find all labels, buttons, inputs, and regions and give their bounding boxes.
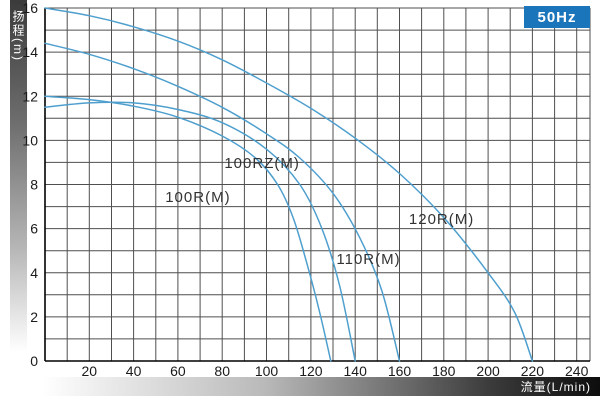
y-tick-label: 10: [22, 132, 38, 148]
y-tick-label: 4: [30, 265, 38, 281]
y-axis-title-bar: 扬程(m): [10, 0, 27, 352]
y-tick-label: 14: [22, 44, 38, 60]
curve-label: 100R(M): [165, 189, 230, 206]
x-tick-label: 200: [476, 363, 500, 379]
y-axis-title: 扬程(m): [11, 10, 25, 62]
curve-label: 110R(M): [336, 251, 400, 268]
x-tick-label: 240: [565, 363, 589, 379]
x-tick-label: 220: [521, 363, 545, 379]
x-tick-label: 60: [170, 363, 186, 379]
x-tick-label: 40: [126, 363, 142, 379]
curve-label: 120R(M): [409, 211, 474, 228]
x-tick-label: 160: [388, 363, 412, 379]
curve-label: 100RZ(M): [224, 155, 300, 172]
y-tick-label: 16: [22, 0, 38, 16]
x-tick-label: 140: [344, 363, 368, 379]
curve-100rm: [44, 95, 332, 362]
x-axis-title: 流量(L/min): [520, 380, 591, 394]
y-tick-label: 2: [30, 309, 38, 325]
curve-120rm: [44, 7, 534, 362]
frequency-badge: 50Hz: [524, 6, 590, 28]
curve-100rzm: [44, 101, 356, 362]
curve-110rm: [44, 42, 401, 362]
y-tick-label: 6: [30, 221, 38, 237]
y-tick-label: 8: [30, 177, 38, 193]
x-tick-label: 100: [255, 363, 279, 379]
y-tick-label: 0: [30, 353, 38, 369]
y-tick-label: 12: [22, 88, 38, 104]
x-axis-title-bar: 流量(L/min): [42, 377, 600, 396]
x-tick-label: 180: [432, 363, 456, 379]
x-tick-label: 80: [214, 363, 230, 379]
x-tick-label: 120: [299, 363, 323, 379]
x-tick-label: 20: [82, 363, 98, 379]
